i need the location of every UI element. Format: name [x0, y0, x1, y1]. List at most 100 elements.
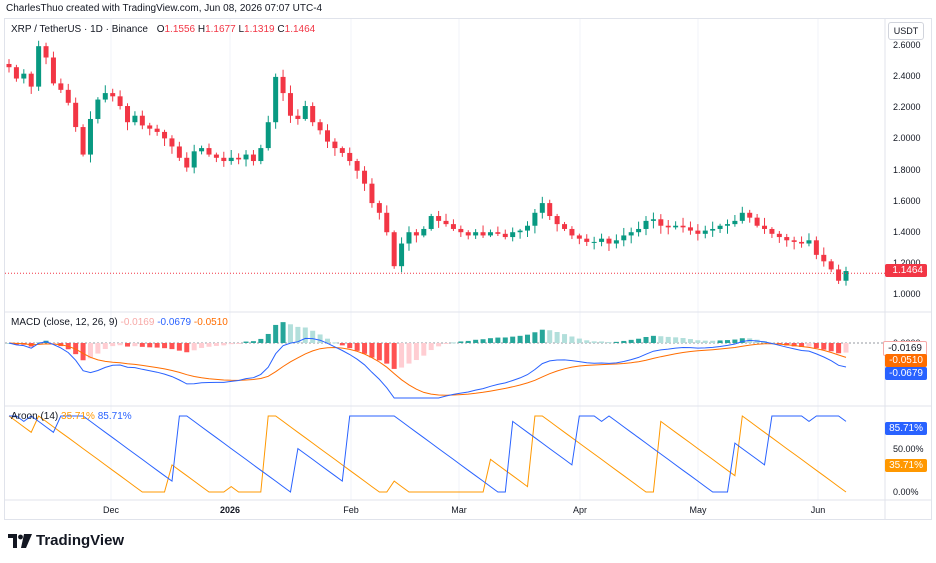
macd-histogram-bar	[206, 343, 212, 347]
candle-body	[791, 240, 797, 242]
candle-body	[125, 106, 131, 123]
macd-histogram-bar	[80, 343, 86, 361]
macd-label[interactable]: MACD (close, 12, 26, 9)	[11, 317, 118, 328]
symbol-name[interactable]: XRP / TetherUS · 1D · Binance	[11, 24, 148, 35]
macd-histogram-bar	[421, 343, 427, 356]
grid-lines	[110, 19, 819, 500]
aroon-down-tag: 85.71%	[885, 422, 927, 435]
close-value: 1.1464	[284, 24, 316, 35]
candle-body	[199, 148, 205, 152]
macd-histogram-bar	[236, 343, 242, 344]
candle-body	[302, 106, 308, 119]
candle-body	[636, 228, 642, 233]
candle-body	[384, 212, 390, 233]
price-pane	[5, 40, 885, 286]
candle-body	[139, 115, 145, 126]
macd-histogram-bar	[139, 343, 145, 347]
macd-histogram-bar	[680, 338, 686, 343]
candle-body	[406, 232, 412, 244]
macd-histogram-bar	[176, 343, 182, 351]
aroon-legend[interactable]: Aroon (14) 35.71% 85.71%	[11, 411, 132, 422]
candle-body	[421, 228, 427, 236]
high-label: H	[197, 24, 206, 35]
tradingview-logo[interactable]: TradingView	[8, 532, 124, 549]
candle-body	[339, 148, 345, 153]
candle-body	[584, 238, 590, 242]
candle-body	[399, 243, 405, 267]
macd-histogram-bar	[613, 341, 619, 343]
aroon-up-tag: 35.71%	[885, 459, 927, 472]
currency-unit-button[interactable]: USDT	[888, 22, 924, 40]
macd-histogram-bar	[295, 326, 301, 343]
time-tick: 2026	[219, 505, 241, 515]
candle-body	[710, 228, 716, 231]
candle-body	[428, 216, 434, 229]
candle-body	[510, 232, 516, 238]
macd-histogram-bar	[628, 339, 634, 343]
aroon-up-value: 35.71%	[61, 411, 95, 422]
macd-histogram-bar	[650, 335, 656, 343]
macd-legend[interactable]: MACD (close, 12, 26, 9) -0.0169 -0.0679 …	[11, 317, 228, 328]
macd-histogram-bar	[828, 343, 834, 352]
macd-hist-value: -0.0169	[120, 317, 155, 328]
time-tick: Jun	[810, 505, 826, 515]
macd-histogram-bar	[739, 338, 745, 343]
aroon-label[interactable]: Aroon (14)	[11, 411, 59, 422]
candle-body	[250, 154, 256, 162]
candle-body	[154, 128, 160, 132]
candle-body	[176, 146, 182, 158]
macd-histogram-bar	[391, 343, 397, 369]
aroon-up-line	[8, 415, 847, 493]
candle-body	[206, 148, 212, 155]
time-tick: Mar	[451, 505, 467, 515]
candle-body	[665, 225, 671, 228]
macd-histogram-bar	[36, 341, 42, 343]
macd-histogram-bar	[591, 341, 597, 343]
macd-histogram-bar	[147, 343, 153, 348]
candle-body	[265, 122, 271, 149]
candle-body	[458, 228, 464, 233]
candle-body	[43, 46, 49, 58]
symbol-legend[interactable]: XRP / TetherUS · 1D · Binance O1.1556 H1…	[11, 24, 315, 35]
tradingview-logo-text: TradingView	[36, 532, 125, 549]
candle-body	[843, 271, 849, 281]
candle-body	[524, 225, 530, 231]
candle-body	[443, 220, 449, 225]
candle-body	[673, 225, 679, 228]
macd-histogram-bar	[265, 333, 271, 343]
price-tick: 1.0000	[893, 289, 921, 299]
candle-body	[184, 157, 190, 168]
macd-histogram-bar	[732, 339, 738, 343]
macd-line	[8, 337, 847, 399]
macd-histogram-bar	[562, 334, 568, 343]
candle-body	[821, 254, 827, 262]
time-tick: Apr	[572, 505, 588, 515]
macd-histogram-bar	[724, 340, 730, 343]
macd-histogram-bar	[250, 341, 256, 343]
candle-body	[162, 131, 168, 139]
macd-histogram-bar	[102, 343, 108, 350]
candle-body	[680, 225, 686, 228]
macd-histogram-bar	[658, 336, 664, 343]
macd-histogram-bar	[369, 343, 375, 358]
macd-histogram-bar	[510, 336, 516, 343]
candle-body	[28, 73, 34, 87]
macd-histogram-bar	[702, 340, 708, 343]
price-tick: 1.6000	[893, 196, 921, 206]
candle-body	[369, 183, 375, 204]
candle-body	[576, 235, 582, 239]
macd-histogram-bar	[458, 341, 464, 343]
macd-histogram-bar	[517, 335, 523, 343]
macd-histogram-bar	[569, 336, 575, 343]
macd-histogram-bar	[480, 339, 486, 343]
macd-histogram-bar	[191, 343, 197, 351]
candle-body	[465, 232, 471, 236]
close-label: C	[277, 24, 285, 35]
macd-histogram-bar	[354, 343, 360, 351]
candle-body	[13, 67, 19, 79]
macd-histogram-bar	[821, 343, 827, 350]
candle-body	[310, 106, 316, 123]
candle-body	[132, 115, 138, 123]
candle-body	[562, 224, 568, 229]
